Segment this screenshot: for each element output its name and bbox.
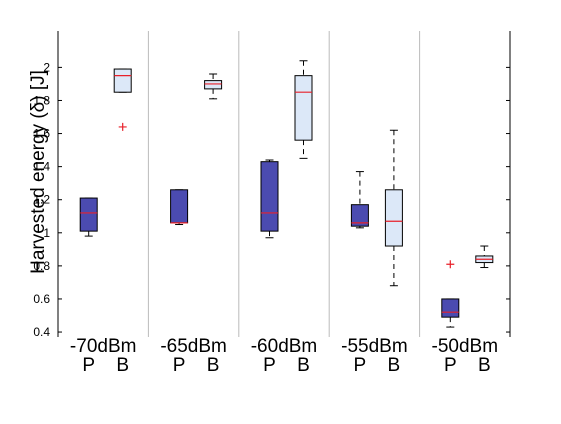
y-tick-label: 1.2 (33, 193, 50, 207)
y-axis-label: Harvested energy (δ) [J] (28, 70, 49, 274)
box-body (441, 298, 460, 318)
sub-label-p: P (173, 355, 186, 376)
sub-label-b: B (116, 355, 129, 376)
box--55dBm-B (384, 129, 403, 287)
y-tick-label: 1 (43, 226, 50, 240)
y-tick-label: 0.6 (33, 292, 50, 306)
sub-label-p: P (263, 355, 276, 376)
group-label: -65dBm (160, 336, 227, 357)
group-label: -70dBm (70, 336, 137, 357)
sub-label-b: B (388, 355, 401, 376)
sub-label-b: B (207, 355, 220, 376)
box-body (294, 75, 313, 141)
box-body (79, 197, 98, 232)
sub-label-p: P (354, 355, 367, 376)
y-tick-label: 1.8 (33, 93, 50, 107)
sub-label-p: P (82, 355, 95, 376)
box-body (113, 68, 132, 93)
sub-label-b: B (478, 355, 491, 376)
box-body (260, 161, 279, 232)
box--60dBm-P (260, 159, 279, 239)
box--70dBm-B (113, 68, 132, 131)
box--60dBm-B (294, 60, 313, 159)
box--50dBm-B (475, 245, 494, 269)
group-label: -60dBm (251, 336, 318, 357)
sub-label-b: B (297, 355, 310, 376)
y-tick-label: 1.4 (33, 160, 50, 174)
box-body (350, 204, 369, 227)
box--55dBm-P (350, 171, 369, 229)
group-label: -55dBm (341, 336, 408, 357)
box--65dBm-B (204, 73, 223, 100)
outlier-marker (446, 260, 455, 269)
box-body (384, 189, 403, 247)
box-body (170, 189, 189, 224)
sub-label-p: P (444, 355, 457, 376)
y-tick-label: 1.6 (33, 127, 50, 141)
box--65dBm-P (170, 189, 189, 226)
box--70dBm-P (79, 197, 98, 237)
outlier-marker (118, 122, 127, 131)
box--50dBm-P (441, 260, 460, 328)
box-body (204, 80, 223, 90)
group-label: -50dBm (432, 336, 499, 357)
y-tick-label: 0.4 (33, 325, 50, 339)
y-tick-label: 0.8 (33, 259, 50, 273)
y-tick-label: 2 (43, 60, 50, 74)
